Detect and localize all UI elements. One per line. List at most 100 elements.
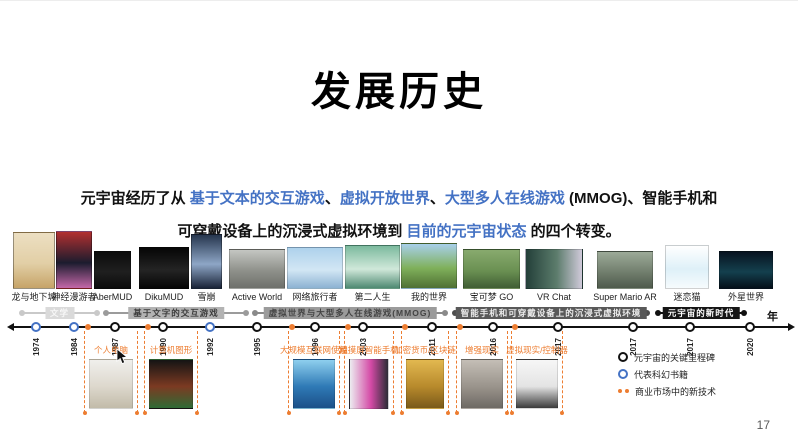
orange-dot-icon	[618, 389, 622, 393]
media-item: 外星世界	[719, 251, 773, 302]
media-item: 我的世界	[401, 243, 457, 302]
intro-text: (MMOG)、智能手机和	[564, 190, 718, 207]
milestone-year-marker	[487, 322, 498, 332]
tech-label: 加密货币/区块链	[394, 345, 456, 355]
tech-thumbnail	[349, 359, 389, 409]
media-item: AberMUD	[93, 251, 132, 302]
media-label: 第二人生	[354, 292, 391, 302]
media-item: 网络旅行者	[287, 247, 343, 302]
tech-axis-dot	[85, 324, 91, 330]
screenshot-thumbnail	[719, 251, 773, 289]
phase-label: 基于文字的交互游戏	[128, 307, 224, 319]
legend-label: 代表科幻书籍	[634, 369, 689, 380]
book-cover-thumbnail	[13, 232, 55, 289]
book-marker-icon	[618, 369, 628, 379]
corner-dot	[337, 411, 341, 415]
corner-dot	[343, 411, 347, 415]
tech-column: 大规模互联网使用	[280, 331, 348, 415]
media-label: 神经漫游者	[51, 292, 97, 302]
phase-label: 虚拟世界与大型多人在线游戏(MMOG)	[263, 307, 437, 319]
tech-axis-dot	[457, 324, 463, 330]
media-label: Active World	[231, 292, 283, 302]
intro-highlight: 虚拟开放世界	[339, 190, 430, 207]
tech-column: 增强现实	[455, 331, 509, 415]
legend: 元宇宙的关键里程碑 代表科幻书籍商业市场中的新技术	[618, 351, 716, 402]
book-year-marker	[68, 322, 79, 332]
media-label: 龙与地下城	[11, 292, 57, 302]
page-number: 17	[756, 418, 770, 432]
corner-dot	[510, 411, 514, 415]
intro-highlight: 基于文本的交互游戏	[189, 190, 325, 207]
corner-dot	[446, 411, 450, 415]
intro-line: 可穿戴设备上的沉浸式虚拟环境到 目前的元宇宙状态 的四个转变。	[0, 215, 798, 248]
media-item: 神经漫游者	[52, 231, 97, 302]
book-cover-thumbnail	[56, 231, 92, 289]
milestone-year-marker	[552, 322, 563, 332]
media-label: 雪崩	[197, 292, 216, 302]
mouse-cursor-icon	[116, 348, 129, 371]
media-label: 外星世界	[727, 292, 764, 302]
axis-unit-label: 年	[767, 311, 778, 323]
corner-dot	[455, 411, 459, 415]
tech-label: 个人电脑	[93, 345, 128, 355]
phase-segment: 虚拟世界与大型多人在线游戏(MMOG)	[252, 306, 448, 320]
screenshot-thumbnail	[287, 247, 343, 289]
phase-label: 文学	[44, 307, 75, 319]
intro-highlight: 大型多人在线游戏	[444, 190, 565, 207]
legend-item: 商业市场中的新技术	[618, 385, 716, 397]
phase-label: 智能手机和可穿戴设备上的沉浸式虚拟环境	[455, 307, 647, 319]
phase-endpoint-dot	[741, 310, 747, 316]
phase-endpoint-dot	[94, 310, 100, 316]
axis-arrow-left-icon	[7, 323, 14, 331]
tech-thumbnail	[461, 359, 503, 409]
legend-item: 元宇宙的关键里程碑	[618, 351, 716, 363]
intro-text: 元宇宙经历了从	[80, 190, 190, 207]
orange-dot-icon	[625, 389, 629, 393]
phase-segment: 元宇宙的新时代	[655, 306, 747, 320]
tech-thumbnail	[406, 359, 444, 409]
corner-dot	[195, 411, 199, 415]
screenshot-thumbnail	[597, 251, 653, 289]
intro-text: 、	[429, 190, 445, 207]
year-label: 2020	[745, 338, 755, 356]
legend-label: 元宇宙的关键里程碑	[634, 352, 716, 363]
milestone-year-marker	[684, 322, 695, 332]
milestone-year-marker	[157, 322, 168, 332]
screenshot-thumbnail	[665, 245, 709, 289]
milestone-year-marker	[357, 322, 368, 332]
tech-label: 增强现实	[464, 345, 499, 355]
corner-dot	[287, 411, 291, 415]
corner-dot	[83, 411, 87, 415]
tech-axis-dot	[345, 324, 351, 330]
media-label: 迷恋猫	[673, 292, 701, 302]
screenshot-thumbnail	[463, 249, 520, 289]
media-item: 雪崩	[191, 234, 222, 302]
book-year-marker	[30, 322, 41, 332]
tech-label: 计算机图形	[149, 345, 193, 355]
media-label: DikuMUD	[144, 292, 184, 302]
tech-axis-dot	[289, 324, 295, 330]
media-label: 网络旅行者	[292, 292, 338, 302]
corner-dot	[505, 411, 509, 415]
media-item: DikuMUD	[139, 247, 189, 302]
phase-endpoint-dot	[655, 310, 661, 316]
tech-axis-dot	[512, 324, 518, 330]
tech-thumbnail	[89, 359, 133, 409]
corner-dot	[143, 411, 147, 415]
page-title: 发展历史	[311, 70, 487, 114]
intro-highlight: 目前的元宇宙状态	[406, 223, 527, 240]
tech-label: 虚拟现实/控制器	[506, 345, 568, 355]
corner-dot	[400, 411, 404, 415]
year-label: 1995	[252, 338, 262, 356]
axis-line	[13, 326, 789, 328]
phase-segment: 智能手机和可穿戴设备上的沉浸式虚拟环境	[452, 306, 650, 320]
milestone-year-marker	[744, 322, 755, 332]
tech-axis-dot	[402, 324, 408, 330]
phase-bar: 文学 基于文字的交互游戏 虚拟世界与大型多人在线游戏(MMOG) 智能手机和可穿戴设备…	[0, 306, 798, 320]
tech-column: 虚拟现实/控制器	[506, 331, 568, 415]
milestone-year-marker	[627, 322, 638, 332]
screenshot-thumbnail	[525, 249, 583, 289]
phase-label: 元宇宙的新时代	[662, 307, 740, 319]
media-item: 龙与地下城	[11, 232, 57, 302]
